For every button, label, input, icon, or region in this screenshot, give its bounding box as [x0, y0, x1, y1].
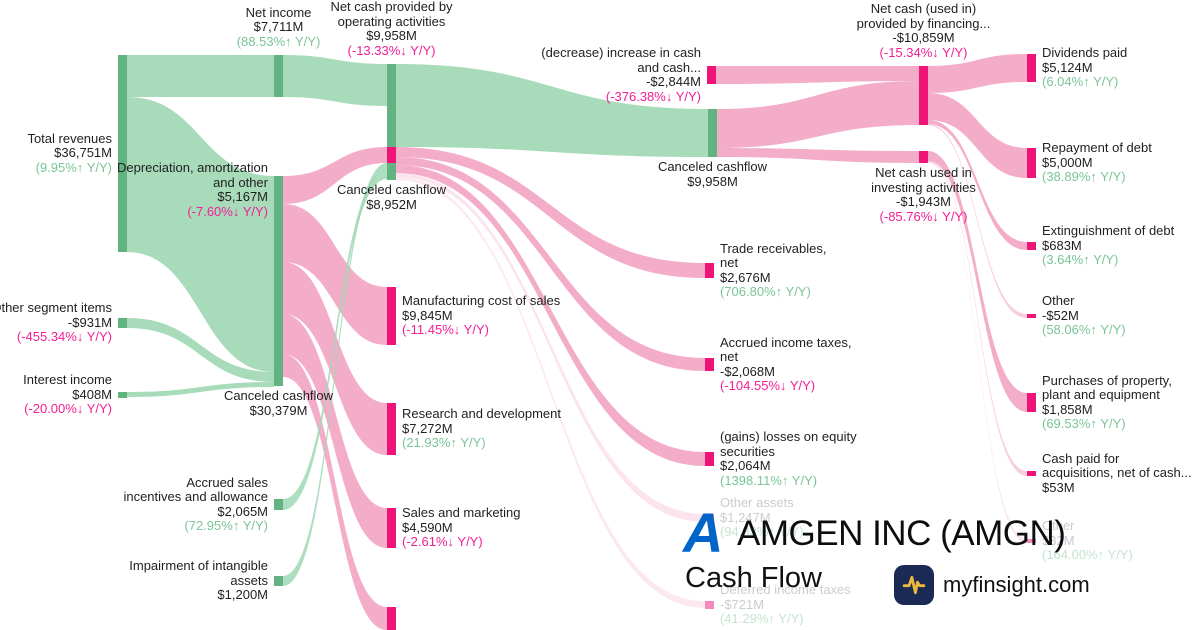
amgen-logo-icon: A [683, 501, 724, 564]
flow-decrease-increase-cash-to-financing-activities [716, 66, 919, 84]
flow-financing-activities-to-repayment-of-debt [928, 93, 1027, 178]
flow-accrued-sales-incentives-to-canceled-cashflow-2 [283, 170, 387, 510]
flow-total-revenues-to-canceled-cashflow-1 [127, 97, 274, 372]
title-block: A AMGEN INC (AMGN) Cash Flow myfinsight.… [680, 505, 1100, 615]
flow-canceled-cashflow-3-to-financing-activities [717, 81, 919, 148]
flow-canceled-cashflow-1-to-canceled-bottom [283, 354, 387, 630]
flow-canceled-cashflow-2-to-deferred-income-taxes [396, 177, 705, 608]
flow-canceled-cashflow-3-to-investing-activities [717, 148, 919, 163]
flow-canceled-cashflow-1-to-research-development [283, 262, 387, 455]
pulse-waveform-icon [902, 575, 926, 595]
flow-operating-activities-to-canceled-cashflow-3 [396, 64, 708, 157]
flow-financing-activities-to-dividends-paid [928, 54, 1027, 93]
brand-url: myfinsight.com [943, 572, 1090, 597]
flow-investing-activities-to-cash-paid-acquisitions [928, 161, 1027, 476]
flow-canceled-cashflow-2-to-other-assets [396, 173, 705, 522]
flow-depreciation-amortization-to-canceled-cashflow-2 [283, 147, 387, 204]
flow-investing-activities-to-other-investing [928, 162, 1027, 543]
flow-financing-activities-to-extinguishment-of-debt [928, 120, 1027, 250]
flow-other-segment-items-to-canceled-cashflow-1 [127, 318, 274, 382]
myfinsight-pulse-icon [894, 565, 934, 605]
company-title: AMGEN INC (AMGN) [737, 514, 1066, 553]
flow-canceled-cashflow-2-to-trade-receivables [396, 147, 705, 278]
flow-financing-activities-to-other-financing [928, 124, 1027, 318]
flow-canceled-cashflow-1-to-manufacturing-cost [283, 204, 387, 345]
brand-block: myfinsight.com [894, 565, 1090, 605]
flow-impairment-intangible-assets-to-canceled-cashflow-2 [283, 163, 387, 586]
flow-net-income-to-operating-activities [283, 55, 387, 106]
flow-total-revenues-to-net-income [127, 55, 274, 97]
flow-canceled-cashflow-2-to-accrued-income-taxes [396, 157, 705, 371]
flow-interest-income-to-canceled-cashflow-1 [127, 382, 274, 397]
report-subtitle: Cash Flow [685, 562, 822, 594]
flow-investing-activities-to-purchases-ppe [928, 151, 1027, 412]
flow-canceled-cashflow-2-to-gains-losses-equity-securities [396, 165, 705, 466]
flow-canceled-cashflow-1-to-sales-marketing [283, 314, 387, 548]
